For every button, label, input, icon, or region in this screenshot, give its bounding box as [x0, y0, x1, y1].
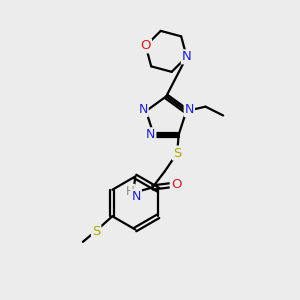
Text: O: O — [140, 39, 151, 52]
Text: S: S — [92, 225, 100, 239]
Text: S: S — [173, 146, 182, 160]
Text: N: N — [182, 50, 191, 63]
Text: N: N — [146, 128, 155, 141]
Text: N: N — [138, 103, 148, 116]
Text: N: N — [184, 103, 194, 116]
Text: O: O — [171, 178, 181, 191]
Text: H: H — [126, 185, 135, 198]
Text: N: N — [132, 190, 141, 203]
